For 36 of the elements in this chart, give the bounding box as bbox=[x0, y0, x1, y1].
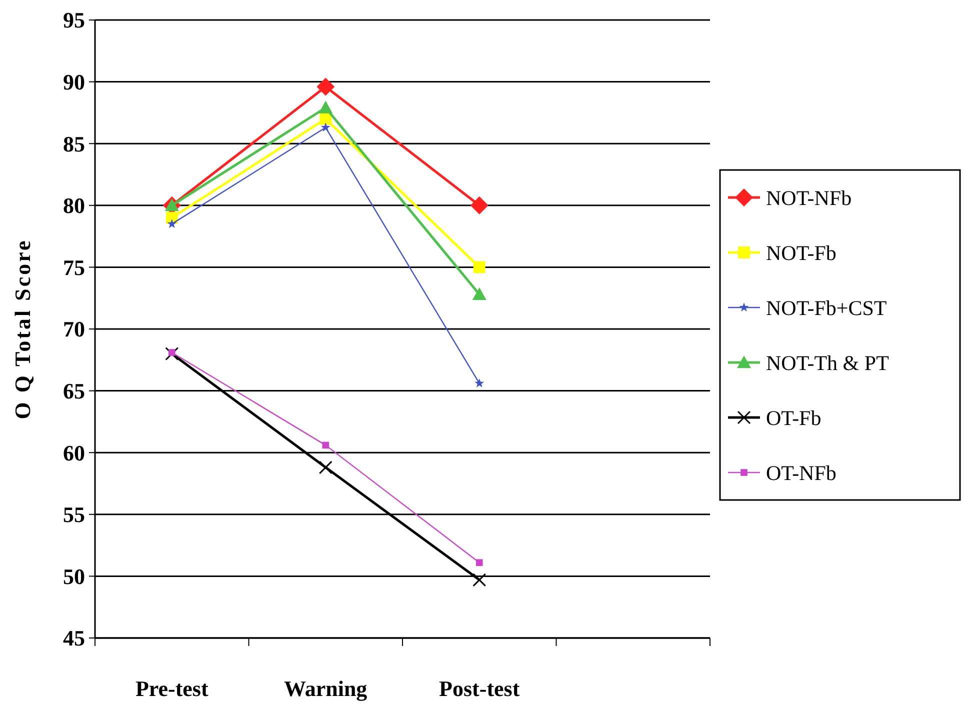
legend-label: NOT-Th & PT bbox=[766, 350, 890, 375]
y-tick-label: 85 bbox=[63, 131, 85, 156]
point bbox=[476, 559, 483, 566]
point bbox=[473, 261, 486, 274]
point bbox=[165, 346, 179, 360]
point bbox=[472, 287, 486, 300]
legend-label: OT-NFb bbox=[766, 460, 836, 485]
point bbox=[318, 460, 332, 474]
x-tick-label: Pre-test bbox=[135, 676, 209, 701]
y-tick-label: 50 bbox=[63, 564, 85, 589]
point bbox=[320, 112, 332, 125]
y-tick-label: 75 bbox=[63, 254, 85, 280]
point bbox=[168, 349, 176, 356]
point bbox=[470, 196, 488, 214]
y-tick-label: 80 bbox=[63, 193, 85, 218]
y-axis-title: O Q Total Score bbox=[10, 238, 35, 420]
point bbox=[322, 442, 330, 449]
point bbox=[472, 573, 486, 587]
legend-label: OT-Fb bbox=[766, 406, 822, 430]
y-tick-label: 55 bbox=[63, 502, 85, 528]
legend-label: NOT-Fb bbox=[766, 240, 836, 265]
y-tick-label: 60 bbox=[63, 440, 85, 466]
y-tick-label: 95 bbox=[63, 8, 85, 33]
y-tick-label: 45 bbox=[63, 626, 85, 651]
y-tick-label: 90 bbox=[63, 70, 85, 94]
point bbox=[316, 78, 335, 96]
point bbox=[167, 218, 177, 228]
y-tick-label: 70 bbox=[63, 316, 85, 342]
x-tick-label: Post-test bbox=[439, 676, 520, 701]
x-tick-label: Warning bbox=[284, 676, 368, 701]
legend-label: NOT-NFb bbox=[766, 186, 852, 210]
y-tick-label: 65 bbox=[63, 378, 85, 404]
legend-label: NOT-Fb+CST bbox=[766, 296, 887, 320]
point bbox=[318, 100, 333, 114]
point bbox=[474, 378, 484, 388]
point bbox=[320, 122, 330, 132]
